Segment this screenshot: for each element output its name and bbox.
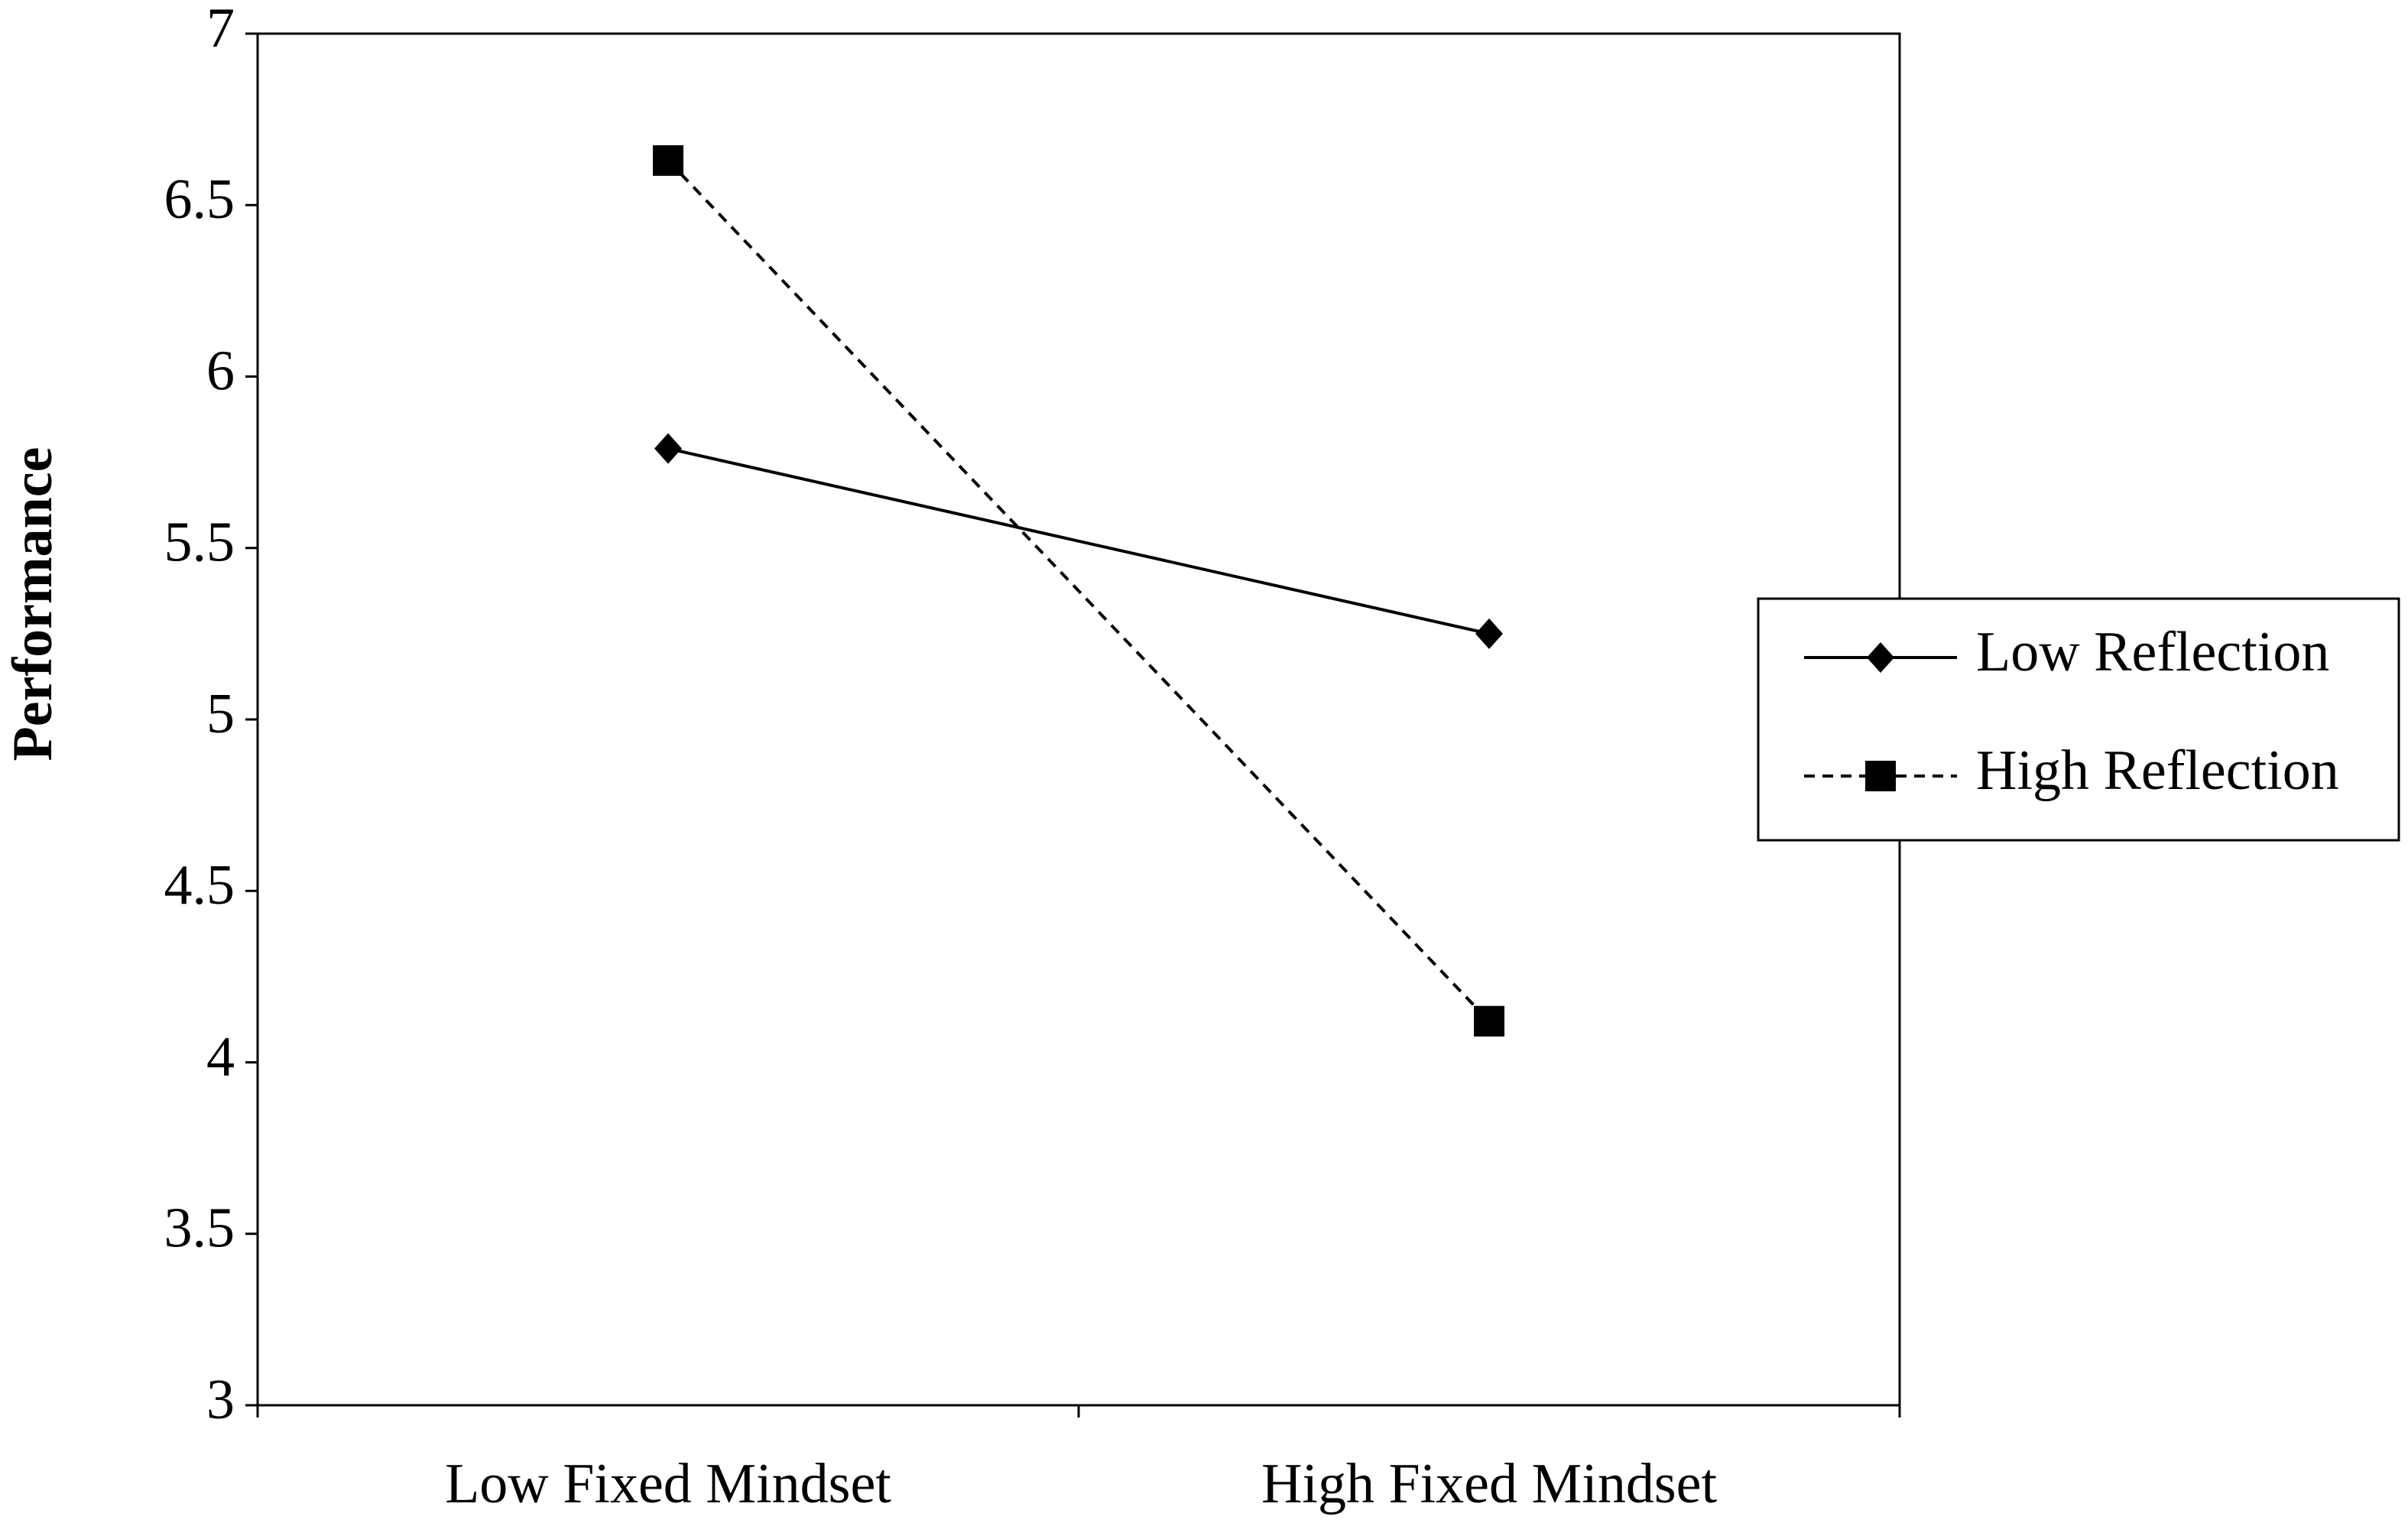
plot-frame [256,32,1901,1407]
legend-label: High Reflection [1976,739,2339,802]
marker [654,433,682,464]
y-tick-label: 4.5 [164,854,235,917]
series-line [667,159,1491,1023]
legend-marker [1865,761,1896,791]
y-tick-label: 5 [206,683,235,745]
y-tick-label: 4 [206,1025,235,1088]
y-tick-label: 6 [206,339,235,402]
y-tick-label: 3.5 [164,1197,235,1260]
y-tick-label: 3 [206,1369,235,1431]
legend-marker [1867,642,1894,673]
y-axis-title: Performance [2,447,64,762]
y-tick-label: 5.5 [164,511,235,574]
series-line [667,447,1490,635]
marker [1474,1005,1504,1037]
y-tick-label: 7 [206,0,235,60]
legend-box [1757,597,2400,842]
legend-label: Low Reflection [1976,621,2329,684]
marker [1475,618,1503,649]
x-tick-label: High Fixed Mindset [1261,1453,1718,1515]
y-tick-label: 6.5 [164,168,235,231]
x-tick-label: Low Fixed Mindset [445,1453,891,1515]
marker [653,145,683,176]
